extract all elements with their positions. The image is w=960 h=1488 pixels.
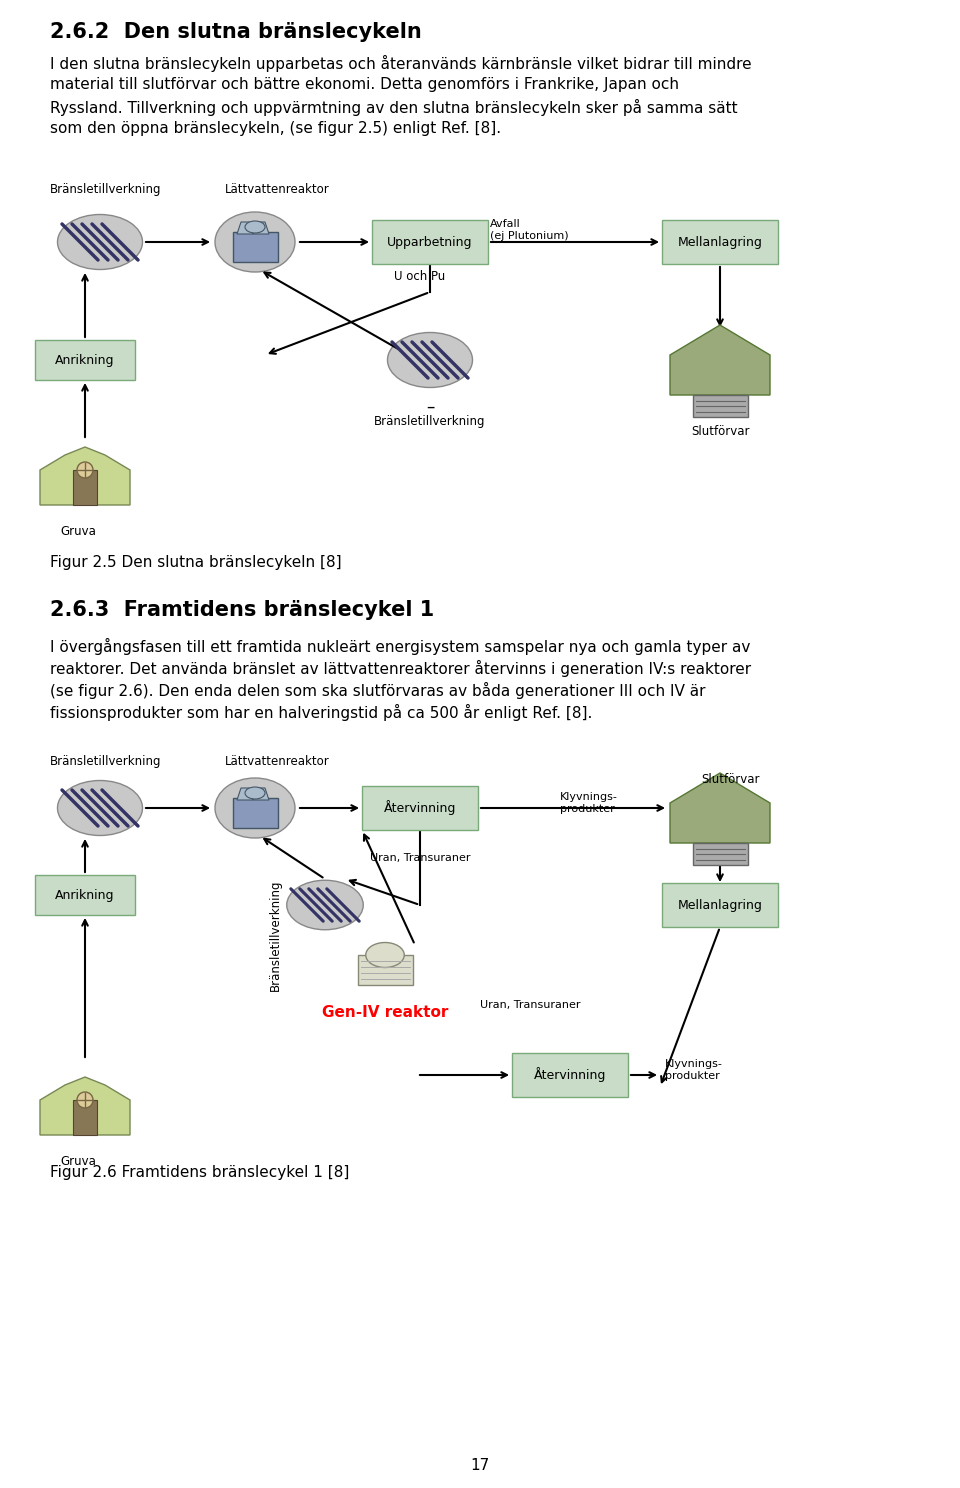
Text: Mellanlagring: Mellanlagring [678, 235, 762, 248]
FancyBboxPatch shape [357, 955, 413, 985]
Text: 17: 17 [470, 1458, 490, 1473]
Text: 2.6.3  Framtidens bränslecykel 1: 2.6.3 Framtidens bränslecykel 1 [50, 600, 434, 620]
Text: material till slutförvar och bättre ekonomi. Detta genomförs i Frankrike, Japan : material till slutförvar och bättre ekon… [50, 77, 679, 92]
Ellipse shape [58, 781, 142, 835]
Text: Anrikning: Anrikning [56, 354, 115, 366]
FancyBboxPatch shape [512, 1054, 628, 1097]
Text: Bränsletillverkning: Bränsletillverkning [50, 183, 161, 196]
Ellipse shape [366, 942, 404, 967]
Text: Återvinning: Återvinning [384, 801, 456, 815]
Ellipse shape [287, 881, 363, 930]
Text: Bränsletillverkning: Bränsletillverkning [374, 415, 486, 429]
Text: Upparbetning: Upparbetning [387, 235, 472, 248]
Text: Ryssland. Tillverkning och uppvärmtning av den slutna bränslecykeln sker på samm: Ryssland. Tillverkning och uppvärmtning … [50, 100, 737, 116]
Polygon shape [670, 772, 770, 844]
Text: –: – [426, 397, 434, 417]
Text: Lättvattenreaktor: Lättvattenreaktor [225, 183, 329, 196]
Polygon shape [253, 222, 269, 234]
Ellipse shape [245, 787, 265, 799]
FancyBboxPatch shape [35, 339, 135, 379]
Text: Uran, Transuraner: Uran, Transuraner [370, 853, 470, 863]
Ellipse shape [388, 332, 472, 387]
Text: reaktorer. Det använda bränslet av lättvattenreaktorer återvinns i generation IV: reaktorer. Det använda bränslet av lättv… [50, 661, 751, 677]
Polygon shape [40, 446, 130, 504]
Polygon shape [73, 470, 97, 504]
Text: Anrikning: Anrikning [56, 888, 115, 902]
Text: Figur 2.5 Den slutna bränslecykeln [8]: Figur 2.5 Den slutna bränslecykeln [8] [50, 555, 342, 570]
Text: Mellanlagring: Mellanlagring [678, 899, 762, 912]
Text: Gruva: Gruva [60, 1155, 96, 1168]
Polygon shape [40, 1077, 130, 1135]
FancyBboxPatch shape [232, 232, 277, 262]
FancyBboxPatch shape [372, 220, 488, 263]
Ellipse shape [58, 214, 142, 269]
FancyBboxPatch shape [35, 875, 135, 915]
Text: (se figur 2.6). Den enda delen som ska slutförvaras av båda generationer III och: (se figur 2.6). Den enda delen som ska s… [50, 682, 706, 699]
Text: fissionsprodukter som har en halveringstid på ca 500 år enligt Ref. [8].: fissionsprodukter som har en halveringst… [50, 704, 592, 722]
FancyBboxPatch shape [692, 844, 748, 865]
Text: Bränsletillverkning: Bränsletillverkning [50, 754, 161, 768]
Text: U och Pu: U och Pu [395, 269, 445, 283]
Polygon shape [73, 1100, 97, 1135]
FancyBboxPatch shape [362, 786, 478, 830]
FancyBboxPatch shape [692, 394, 748, 417]
Text: Gruva: Gruva [60, 525, 96, 539]
Polygon shape [237, 222, 253, 234]
Text: som den öppna bränslecykeln, (se figur 2.5) enligt Ref. [8].: som den öppna bränslecykeln, (se figur 2… [50, 121, 501, 135]
Ellipse shape [77, 1092, 93, 1109]
Ellipse shape [77, 461, 93, 478]
Polygon shape [237, 789, 253, 801]
Text: Klyvnings-
produkter: Klyvnings- produkter [665, 1059, 723, 1082]
Text: I den slutna bränslecykeln upparbetas och återanvänds kärnbränsle vilket bidrar : I den slutna bränslecykeln upparbetas oc… [50, 55, 752, 71]
Polygon shape [253, 789, 269, 801]
Text: Bränsletillverkning: Bränsletillverkning [269, 879, 281, 991]
Ellipse shape [215, 778, 295, 838]
Text: Uran, Transuraner: Uran, Transuraner [480, 1000, 580, 1010]
FancyBboxPatch shape [662, 220, 778, 263]
Text: I övergångsfasen till ett framtida nukleärt energisystem samspelar nya och gamla: I övergångsfasen till ett framtida nukle… [50, 638, 751, 655]
Text: Slutförvar: Slutförvar [701, 772, 759, 786]
FancyBboxPatch shape [232, 798, 277, 827]
FancyBboxPatch shape [662, 882, 778, 927]
Text: Gen-IV reaktor: Gen-IV reaktor [322, 1004, 448, 1019]
Text: Slutförvar: Slutförvar [691, 426, 749, 437]
Text: 2.6.2  Den slutna bränslecykeln: 2.6.2 Den slutna bränslecykeln [50, 22, 421, 42]
Ellipse shape [215, 211, 295, 272]
Text: Klyvnings-
produkter: Klyvnings- produkter [560, 792, 618, 814]
Text: Återvinning: Återvinning [534, 1067, 606, 1082]
Ellipse shape [245, 222, 265, 234]
Text: Figur 2.6 Framtidens bränslecykel 1 [8]: Figur 2.6 Framtidens bränslecykel 1 [8] [50, 1165, 349, 1180]
Text: Lättvattenreaktor: Lättvattenreaktor [225, 754, 329, 768]
Polygon shape [670, 324, 770, 394]
Text: Avfall
(ej Plutonium): Avfall (ej Plutonium) [490, 219, 568, 241]
